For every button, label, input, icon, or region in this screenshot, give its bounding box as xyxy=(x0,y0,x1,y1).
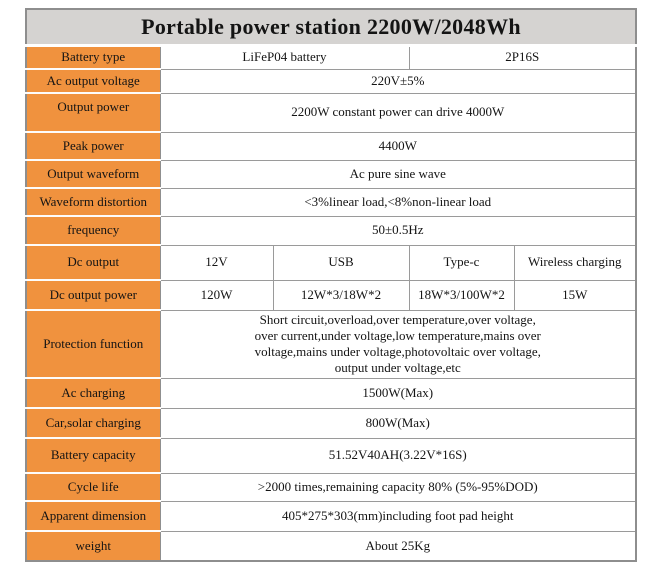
cell-dc-output-12v: 12V xyxy=(159,244,274,281)
cell-dc-output-wireless: Wireless charging xyxy=(513,244,637,281)
cell-dc-power-usb: 12W*3/18W*2 xyxy=(272,279,410,311)
row-label-car-solar-charging: Car,solar charging xyxy=(26,407,161,439)
row-label-output-waveform: Output waveform xyxy=(26,159,161,189)
cell-ac-output-voltage: 220V±5% xyxy=(159,68,637,94)
cell-dc-power-wireless: 15W xyxy=(513,279,637,311)
cell-dc-output-typec: Type-c xyxy=(408,244,515,281)
row-label-battery-capacity: Battery capacity xyxy=(26,437,161,474)
row-waveform-distortion: Waveform distortion <3%linear load,<8%no… xyxy=(26,187,637,217)
cell-ac-charging: 1500W(Max) xyxy=(159,377,637,409)
row-dc-output: Dc output 12V USB Type-c Wireless chargi… xyxy=(26,244,637,281)
spec-table: Portable power station 2200W/2048Wh Batt… xyxy=(25,8,638,562)
row-peak-power: Peak power 4400W xyxy=(26,131,637,161)
row-weight: weight About 25Kg xyxy=(26,530,637,562)
row-dc-output-power: Dc output power 120W 12W*3/18W*2 18W*3/1… xyxy=(26,279,637,311)
cell-output-waveform: Ac pure sine wave xyxy=(159,159,637,189)
cell-weight: About 25Kg xyxy=(159,530,637,562)
row-output-waveform: Output waveform Ac pure sine wave xyxy=(26,159,637,189)
cell-dc-power-12v: 120W xyxy=(159,279,274,311)
cell-waveform-distortion: <3%linear load,<8%non-linear load xyxy=(159,187,637,217)
row-label-dc-output: Dc output xyxy=(26,244,161,281)
cell-battery-type-2: 2P16S xyxy=(408,44,637,70)
cell-battery-capacity: 51.52V40AH(3.22V*16S) xyxy=(159,437,637,474)
row-car-solar-charging: Car,solar charging 800W(Max) xyxy=(26,407,637,439)
row-protection-function: Protection function Short circuit,overlo… xyxy=(26,309,637,379)
row-label-ac-output-voltage: Ac output voltage xyxy=(26,68,161,94)
row-battery-capacity: Battery capacity 51.52V40AH(3.22V*16S) xyxy=(26,437,637,474)
row-label-waveform-distortion: Waveform distortion xyxy=(26,187,161,217)
cell-battery-type-1: LiFeP04 battery xyxy=(159,44,410,70)
row-label-peak-power: Peak power xyxy=(26,131,161,161)
row-label-weight: weight xyxy=(26,530,161,561)
cell-apparent-dimension: 405*275*303(mm)including foot pad height xyxy=(159,500,637,532)
cell-protection-function: Short circuit,overload,over temperature,… xyxy=(159,309,637,379)
cell-cycle-life: >2000 times,remaining capacity 80% (5%-9… xyxy=(159,472,637,502)
cell-dc-power-typec: 18W*3/100W*2 xyxy=(408,279,515,311)
row-ac-output-voltage: Ac output voltage 220V±5% xyxy=(26,68,637,94)
cell-frequency: 50±0.5Hz xyxy=(159,215,637,246)
row-label-battery-type: Battery type xyxy=(26,44,161,70)
row-label-dc-output-power: Dc output power xyxy=(26,279,161,311)
row-label-frequency: frequency xyxy=(26,215,161,246)
cell-dc-output-usb: USB xyxy=(272,244,410,281)
row-label-cycle-life: Cycle life xyxy=(26,472,161,502)
cell-car-solar-charging: 800W(Max) xyxy=(159,407,637,439)
cell-output-power: 2200W constant power can drive 4000W xyxy=(159,92,637,133)
row-apparent-dimension: Apparent dimension 405*275*303(mm)includ… xyxy=(26,500,637,532)
title-row: Portable power station 2200W/2048Wh xyxy=(25,8,637,47)
row-label-output-power: Output power xyxy=(26,92,161,133)
row-battery-type: Battery type LiFeP04 battery 2P16S xyxy=(26,44,637,70)
row-label-apparent-dimension: Apparent dimension xyxy=(26,500,161,532)
page-title: Portable power station 2200W/2048Wh xyxy=(25,8,637,47)
row-frequency: frequency 50±0.5Hz xyxy=(26,215,637,246)
row-label-protection-function: Protection function xyxy=(26,309,161,379)
row-cycle-life: Cycle life >2000 times,remaining capacit… xyxy=(26,472,637,502)
row-output-power: Output power 2200W constant power can dr… xyxy=(26,92,637,133)
row-ac-charging: Ac charging 1500W(Max) xyxy=(26,377,637,409)
cell-peak-power: 4400W xyxy=(159,131,637,161)
row-label-ac-charging: Ac charging xyxy=(26,377,161,409)
